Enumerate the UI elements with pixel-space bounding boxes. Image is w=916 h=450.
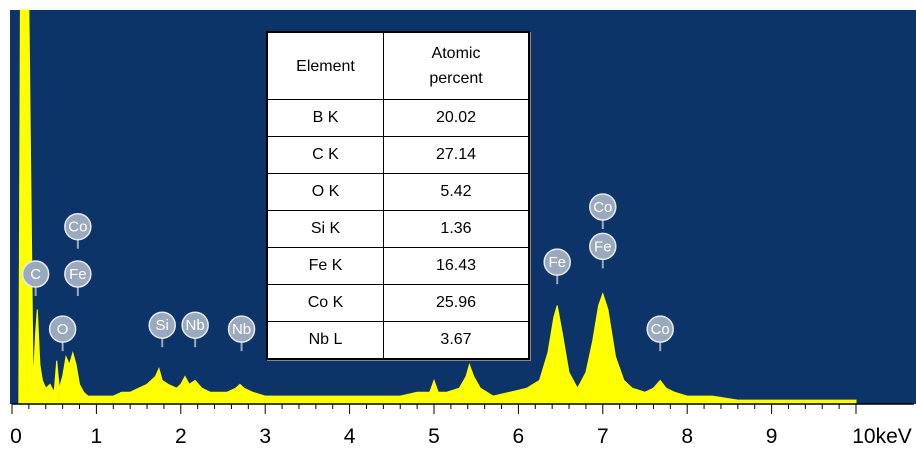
x-tick-label: 5 (428, 425, 440, 448)
x-tick-label: 0 (10, 425, 22, 448)
peak-label-text: O (57, 321, 69, 338)
table-row: O K 5.42 (266, 173, 530, 211)
table-row: Fe K 16.43 (266, 247, 530, 285)
atomic-percent-cell: 3.67 (383, 321, 530, 360)
peak-label-badge (64, 260, 92, 288)
atomic-percent-cell: 5.42 (383, 173, 530, 211)
element-cell: Si K (266, 210, 384, 248)
peak-label-badge (227, 315, 256, 343)
peak-label-badge (48, 315, 77, 343)
element-cell: Co K (266, 284, 384, 322)
peak-label-badge (589, 193, 617, 221)
peak-label-text: Fe (548, 254, 566, 271)
table-row: C K 27.14 (266, 136, 530, 174)
element-cell: O K (266, 173, 384, 211)
element-cell: C K (266, 136, 384, 174)
peak-label-text: Nb (186, 317, 205, 334)
atomic-percent-cell: 25.96 (383, 284, 530, 322)
peak-label-text: Co (651, 321, 670, 338)
peak-label-text: C (30, 266, 41, 283)
peak-label-badge (589, 232, 617, 261)
x-tick-label: 3 (259, 425, 271, 448)
peak-label: O (48, 315, 77, 352)
peak-label-badge (181, 311, 209, 339)
x-tick-label: 4 (344, 425, 356, 448)
atomic-percent-cell: 16.43 (383, 247, 530, 285)
x-tick-label: 6 (513, 425, 525, 448)
peak-label: Fe (589, 232, 617, 269)
peak-label: Fe (543, 248, 571, 285)
table-header-row: Element Atomic percent (266, 31, 530, 100)
header-element: Element (266, 31, 384, 100)
peak-label: Nb (181, 311, 209, 348)
peak-label: Co (64, 212, 92, 249)
x-axis: 0 1 2 3 4 5 6 7 8 9 10keV (10, 403, 914, 448)
x-tick-label: 10keV (852, 425, 912, 448)
x-tick-label: 1 (91, 425, 103, 448)
element-cell: B K (266, 99, 384, 137)
peak-label-text: Fe (69, 266, 87, 283)
peak-label-badge (543, 248, 571, 276)
peak-label: Nb (227, 315, 256, 352)
table-row: Nb L 3.67 (266, 321, 530, 360)
x-tick-label: 2 (175, 425, 187, 448)
table-row: Co K 25.96 (266, 284, 530, 322)
peak-label: Co (589, 193, 617, 229)
table-row: B K 20.02 (266, 99, 530, 137)
peak-label-badge (21, 260, 50, 288)
table-body: B K 20.02 C K 27.14 O K 5.42 Si K 1.36 Fe K 16.43… (266, 99, 530, 360)
x-tick-label: 7 (597, 425, 609, 448)
peak-labels-layer: C Co Fe O Si Nb Nb Fe Co Fe Co (21, 193, 674, 352)
peak-label: C (21, 260, 50, 296)
peak-label-text: Si (156, 317, 169, 334)
peak-label-badge (64, 212, 92, 241)
composition-table: Element Atomic percent B K 20.02 C K 27.14 O … (266, 31, 530, 360)
x-tick-label: 9 (766, 425, 778, 448)
peak-label-text: Co (68, 219, 87, 236)
peak-label-badge (646, 315, 674, 343)
x-tick-label: 8 (681, 425, 693, 448)
atomic-percent-cell: 27.14 (383, 136, 530, 174)
peak-label-text: Fe (594, 238, 612, 255)
peak-label: Co (646, 315, 674, 352)
header-atomic-percent: Atomic percent (383, 31, 530, 100)
spectrum-series-layer (12, 9, 857, 405)
spectrum-area-series (12, 9, 857, 405)
atomic-percent-cell: 1.36 (383, 210, 530, 248)
peak-label-badge (148, 311, 176, 339)
peak-label-text: Co (593, 199, 612, 216)
peak-label: Si (148, 311, 176, 348)
element-cell: Fe K (266, 247, 384, 285)
atomic-percent-cell: 20.02 (383, 99, 530, 137)
peak-label: Fe (64, 260, 92, 296)
element-cell: Nb L (266, 321, 384, 360)
peak-label-text: Nb (232, 321, 251, 338)
table-row: Si K 1.36 (266, 210, 530, 248)
